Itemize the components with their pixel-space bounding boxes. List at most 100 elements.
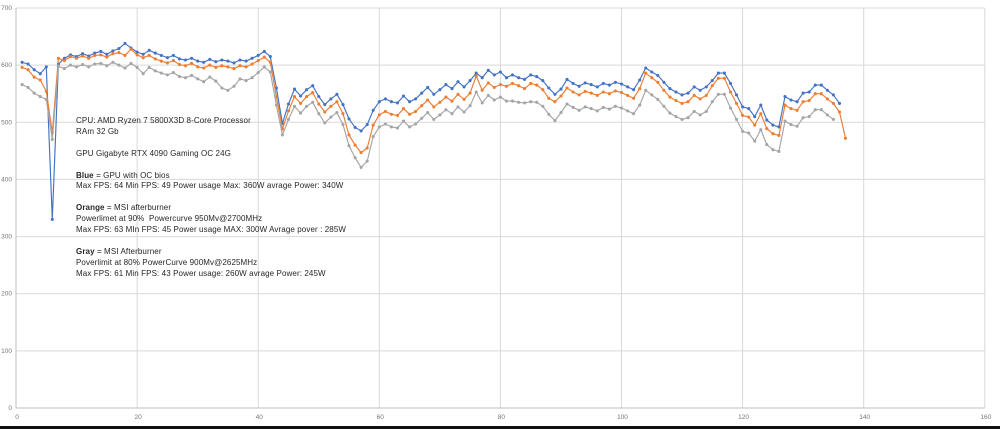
series-marker-0 (680, 93, 684, 97)
series-marker-1 (547, 96, 551, 100)
series-marker-1 (256, 59, 260, 63)
series-marker-1 (498, 83, 502, 87)
series-marker-2 (710, 100, 714, 104)
series-marker-2 (165, 73, 169, 77)
x-tick-label: 40 (256, 414, 264, 421)
series-marker-1 (359, 151, 363, 155)
series-marker-0 (589, 83, 593, 87)
series-marker-0 (517, 76, 521, 80)
series-marker-2 (819, 108, 823, 112)
series-marker-0 (305, 88, 309, 92)
series-marker-0 (795, 100, 799, 104)
series-marker-1 (105, 55, 109, 59)
series-marker-1 (87, 56, 91, 60)
series-marker-2 (728, 106, 733, 110)
series-marker-2 (656, 97, 660, 101)
series-marker-1 (795, 108, 799, 112)
series-marker-2 (111, 60, 115, 64)
series-marker-2 (341, 123, 345, 127)
series-marker-0 (323, 103, 327, 107)
series-marker-0 (371, 108, 375, 112)
note-line: Poverlimit at 80% PowerCurve 900Mv@2625M… (76, 257, 258, 267)
series-marker-1 (135, 53, 139, 57)
note-line (76, 160, 346, 171)
series-marker-2 (365, 159, 369, 163)
series-marker-1 (559, 94, 563, 98)
series-marker-0 (420, 91, 424, 95)
series-marker-1 (765, 127, 769, 131)
series-marker-0 (244, 59, 248, 63)
series-marker-2 (68, 63, 73, 67)
series-marker-0 (577, 84, 581, 88)
series-marker-0 (329, 97, 333, 101)
series-marker-0 (716, 71, 720, 75)
series-marker-2 (335, 111, 339, 115)
series-marker-2 (135, 65, 139, 69)
series-marker-0 (26, 62, 30, 66)
series-marker-1 (389, 112, 393, 116)
series-marker-0 (159, 53, 163, 57)
series-marker-2 (450, 112, 454, 116)
series-marker-2 (571, 105, 575, 109)
series-marker-1 (208, 63, 212, 67)
series-marker-1 (807, 99, 811, 103)
series-marker-2 (244, 79, 248, 83)
series-marker-0 (668, 87, 672, 91)
series-marker-0 (202, 60, 206, 64)
series-marker-0 (62, 56, 66, 60)
series-marker-0 (692, 85, 696, 89)
series-marker-2 (492, 98, 496, 102)
series-marker-0 (286, 102, 291, 106)
series-marker-0 (220, 58, 224, 62)
series-marker-2 (383, 122, 387, 126)
series-marker-2 (38, 95, 42, 99)
series-marker-0 (292, 87, 297, 91)
series-marker-2 (523, 101, 527, 105)
series-marker-2 (317, 112, 321, 116)
series-marker-0 (171, 53, 175, 57)
series-marker-1 (274, 95, 278, 99)
series-marker-1 (813, 92, 817, 96)
series-marker-2 (190, 73, 194, 77)
series-marker-1 (292, 95, 297, 99)
series-marker-1 (619, 91, 624, 95)
series-marker-0 (165, 56, 169, 60)
series-marker-0 (408, 100, 412, 104)
series-marker-0 (632, 88, 636, 92)
series-marker-2 (789, 123, 793, 127)
series-marker-0 (268, 55, 272, 59)
series-marker-0 (789, 98, 793, 102)
series-marker-0 (759, 103, 763, 107)
series-marker-0 (317, 95, 321, 99)
series-marker-2 (607, 107, 611, 111)
series-marker-0 (486, 68, 490, 72)
series-marker-2 (825, 113, 829, 117)
series-marker-2 (480, 101, 484, 105)
series-marker-2 (547, 112, 551, 116)
series-marker-1 (583, 89, 587, 93)
note-line-bold: Orange (76, 203, 105, 213)
series-marker-1 (783, 103, 787, 107)
series-marker-2 (741, 129, 745, 133)
series-marker-0 (656, 73, 660, 77)
series-marker-2 (371, 135, 375, 139)
series-marker-1 (111, 52, 115, 56)
series-marker-2 (456, 105, 460, 109)
series-marker-2 (153, 69, 157, 73)
series-marker-0 (741, 105, 745, 109)
series-marker-1 (317, 102, 321, 106)
series-marker-1 (56, 56, 60, 60)
y-tick-label: 700 (1, 5, 12, 12)
series-marker-0 (401, 94, 406, 98)
series-marker-1 (753, 123, 757, 127)
series-marker-2 (577, 108, 581, 112)
series-marker-1 (656, 80, 660, 84)
series-marker-1 (831, 101, 835, 105)
series-marker-1 (262, 55, 266, 59)
series-marker-0 (753, 115, 757, 119)
series-marker-0 (777, 125, 781, 129)
y-tick-label: 400 (1, 176, 12, 183)
series-marker-2 (414, 122, 418, 126)
series-marker-1 (420, 104, 424, 108)
series-marker-0 (311, 84, 315, 88)
